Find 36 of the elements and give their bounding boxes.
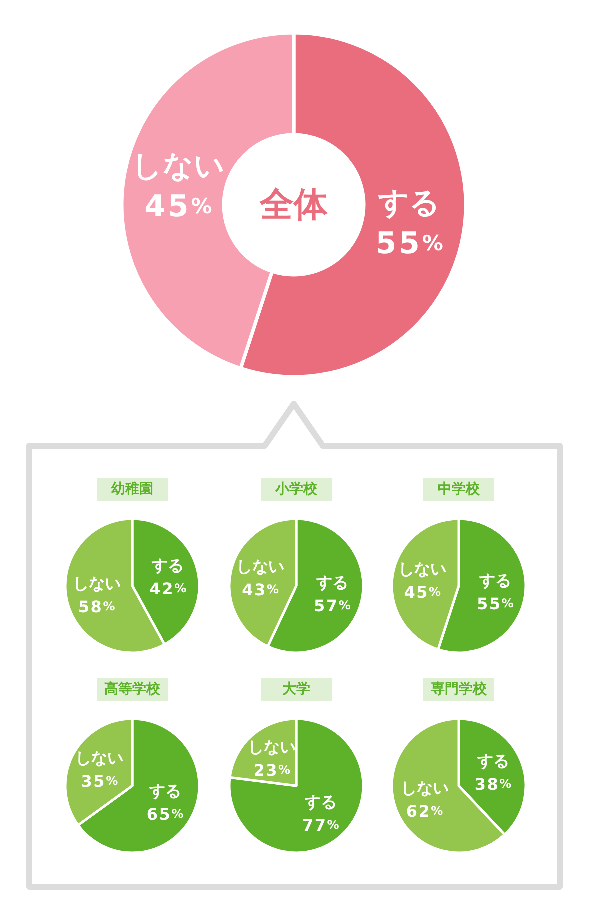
- data-label: 65%: [146, 804, 184, 824]
- data-label: 43%: [242, 580, 279, 599]
- chart-title: 大学: [282, 682, 310, 698]
- slice-label: しない: [248, 737, 296, 756]
- slice-label: する: [476, 751, 510, 770]
- slice-label: する: [378, 186, 441, 221]
- slice-label: する: [315, 573, 348, 592]
- slice-label: する: [478, 570, 512, 590]
- data-label: 38%: [474, 774, 512, 794]
- data-label: 35%: [81, 771, 118, 790]
- chart-title: 中学校: [438, 482, 481, 498]
- slice-label: しない: [400, 778, 449, 798]
- slice-label: する: [304, 792, 337, 812]
- slice-label: しない: [132, 149, 225, 184]
- data-label: 77%: [302, 816, 340, 835]
- data-label: 57%: [314, 596, 351, 616]
- data-label: 55%: [376, 226, 444, 261]
- data-label: 45%: [144, 189, 212, 224]
- chart-title: 専門学校: [430, 682, 488, 698]
- chart-title: 小学校: [274, 482, 318, 498]
- data-label: 45%: [404, 582, 442, 602]
- data-label: 58%: [78, 597, 116, 616]
- data-label: 42%: [150, 578, 187, 598]
- slice-label: しない: [236, 556, 285, 576]
- chart-title: 高等学校: [104, 680, 162, 698]
- data-label: 62%: [406, 802, 444, 821]
- data-label: 23%: [254, 760, 291, 780]
- text: 全体: [259, 185, 329, 225]
- slice-label: しない: [72, 574, 121, 594]
- chart-title: 幼稚園: [110, 482, 154, 498]
- slice-label: する: [148, 782, 182, 801]
- pie-slice: [228, 718, 365, 854]
- slice-label: する: [151, 556, 184, 575]
- slice-label: しない: [76, 748, 124, 768]
- data-label: 55%: [476, 594, 514, 613]
- slice-label: しない: [398, 559, 447, 578]
